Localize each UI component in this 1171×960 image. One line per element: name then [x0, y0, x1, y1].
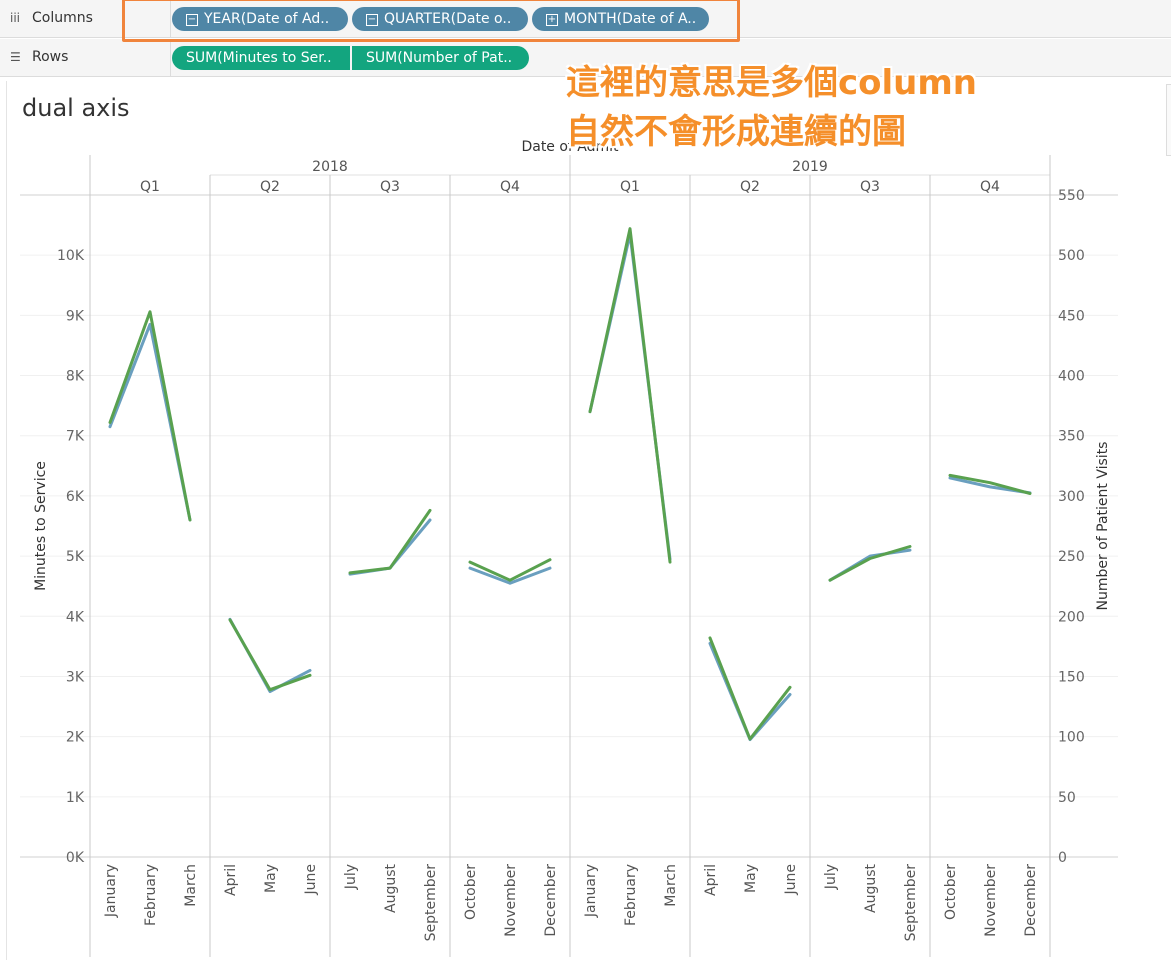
month-label: June [783, 864, 799, 896]
column-field-label: Date of Admit [521, 139, 619, 155]
rows-shelf: ☰ Rows SUM(Minutes to Ser.. SUM(Number of… [0, 39, 1171, 77]
month-label: July [823, 864, 839, 890]
month-label: April [703, 864, 719, 896]
month-label: February [143, 864, 159, 926]
left-tick-label: 8K [66, 369, 85, 385]
month-label: October [463, 864, 479, 920]
month-label: May [263, 864, 279, 893]
month-label: January [103, 864, 119, 918]
left-tick-label: 6K [66, 489, 85, 505]
visits-series-line [588, 227, 672, 564]
year-label: 2018 [312, 159, 348, 175]
month-label: May [743, 864, 759, 893]
left-tick-label: 0K [66, 850, 85, 866]
month-label: June [303, 864, 319, 896]
quarter-label: Q2 [260, 179, 280, 195]
visits-series-line [708, 636, 792, 741]
month-label: July [343, 864, 359, 890]
month-label: November [503, 864, 519, 937]
left-tick-label: 3K [66, 669, 85, 685]
visits-series-line [348, 508, 432, 575]
quarter-label: Q4 [500, 179, 520, 195]
month-label: October [943, 864, 959, 920]
visits-series-line [828, 545, 912, 582]
annotation-line-1: 這裡的意思是多個column [566, 63, 978, 103]
columns-shelf: iii Columns − YEAR(Date of Ad.. − QUARTER(D… [0, 0, 1171, 38]
rows-icon: ☰ [10, 50, 21, 64]
right-tick-label: 250 [1058, 549, 1085, 565]
month-label: April [223, 864, 239, 896]
right-tick-label: 150 [1058, 669, 1085, 685]
visits-series-line [468, 558, 552, 582]
right-panel-tab[interactable] [1166, 84, 1171, 156]
left-panel-edge [0, 81, 7, 960]
right-axis-label: Number of Patient Visits [1095, 442, 1111, 611]
right-tick-label: 300 [1058, 489, 1085, 505]
month-label: January [583, 864, 599, 918]
right-tick-label: 50 [1058, 790, 1076, 806]
worksheet-view [10, 81, 1160, 960]
month-label: September [423, 864, 439, 942]
right-tick-label: 100 [1058, 730, 1085, 746]
annotation-line-2: 自然不會形成連續的圖 [566, 112, 906, 152]
month-label: December [543, 864, 559, 937]
visits-series-line [948, 473, 1032, 495]
quarter-pill[interactable]: − QUARTER(Date o.. [352, 7, 528, 31]
month-label: August [383, 863, 399, 913]
expand-icon[interactable]: + [546, 14, 558, 26]
month-label: November [983, 864, 999, 937]
rows-shelf-label: ☰ Rows [10, 39, 171, 76]
month-label: December [1023, 864, 1039, 937]
month-pill[interactable]: + MONTH(Date of A.. [532, 7, 709, 31]
right-tick-label: 450 [1058, 308, 1085, 324]
sheet-title: dual axis [22, 94, 130, 122]
patients-pill[interactable]: SUM(Number of Pat.. [352, 46, 529, 70]
minutes-series-line [108, 322, 192, 522]
month-label: March [663, 864, 679, 907]
right-tick-label: 0 [1058, 850, 1067, 866]
year-label: 2019 [792, 159, 828, 175]
year-pill[interactable]: − YEAR(Date of Ad.. [172, 7, 348, 31]
right-tick-label: 400 [1058, 369, 1085, 385]
quarter-label: Q3 [380, 179, 400, 195]
minutes-pill[interactable]: SUM(Minutes to Ser.. [172, 46, 350, 70]
collapse-icon[interactable]: − [186, 14, 198, 26]
left-tick-label: 4K [66, 609, 85, 625]
right-tick-label: 350 [1058, 429, 1085, 445]
left-tick-label: 7K [66, 429, 85, 445]
minutes-series-line [588, 232, 672, 561]
left-tick-label: 1K [66, 790, 85, 806]
right-tick-label: 500 [1058, 248, 1085, 264]
minutes-series-line [828, 548, 912, 582]
quarter-label: Q3 [860, 179, 880, 195]
columns-shelf-label: iii Columns [10, 0, 171, 37]
left-axis-label: Minutes to Service [33, 461, 49, 591]
minutes-series-line [708, 641, 792, 742]
minutes-series-line [468, 566, 552, 585]
month-label: August [863, 863, 879, 913]
columns-icon: iii [10, 11, 21, 25]
left-tick-label: 10K [57, 248, 85, 264]
visits-series-line [108, 310, 192, 522]
collapse-icon[interactable]: − [366, 14, 378, 26]
month-label: March [183, 864, 199, 907]
right-tick-label: 550 [1058, 188, 1085, 204]
month-label: September [903, 864, 919, 942]
left-tick-label: 9K [66, 308, 85, 324]
quarter-label: Q4 [980, 179, 1000, 195]
quarter-label: Q1 [620, 179, 640, 195]
quarter-label: Q1 [140, 179, 160, 195]
month-label: February [623, 864, 639, 926]
left-tick-label: 5K [66, 549, 85, 565]
visits-series-line [228, 618, 312, 692]
quarter-label: Q2 [740, 179, 760, 195]
left-tick-label: 2K [66, 730, 85, 746]
right-tick-label: 200 [1058, 609, 1085, 625]
